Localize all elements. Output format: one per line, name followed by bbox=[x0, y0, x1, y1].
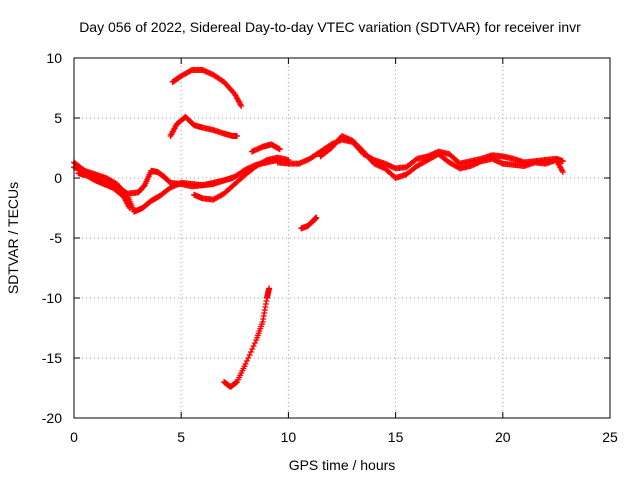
data-point bbox=[126, 205, 133, 211]
y-axis-label: SDTVAR / TECUs bbox=[5, 182, 21, 294]
data-point bbox=[349, 137, 356, 144]
x-tick-label: 10 bbox=[281, 429, 297, 445]
data-point bbox=[262, 157, 269, 164]
chart-title: Day 056 of 2022, Sidereal Day-to-day VTE… bbox=[79, 19, 581, 35]
x-tick-label: 5 bbox=[177, 429, 185, 445]
y-tick-label: -15 bbox=[42, 350, 62, 366]
data-point bbox=[245, 355, 252, 361]
y-tick-label: 5 bbox=[54, 110, 62, 126]
data-point bbox=[243, 358, 250, 364]
x-tick-label: 20 bbox=[495, 429, 511, 445]
series-arc-7 bbox=[248, 141, 283, 155]
plot-border bbox=[73, 57, 611, 419]
x-tick-label: 25 bbox=[602, 429, 618, 445]
data-point bbox=[313, 214, 320, 221]
data-point bbox=[238, 103, 245, 109]
data-point bbox=[559, 158, 566, 165]
series-arc-3 bbox=[75, 170, 133, 211]
data-point bbox=[353, 141, 360, 148]
y-tick-label: 0 bbox=[54, 170, 62, 186]
series-arc-5 bbox=[169, 67, 245, 109]
data-point bbox=[356, 144, 363, 151]
series-arc-11 bbox=[317, 133, 566, 181]
data-point bbox=[249, 346, 256, 352]
data-point bbox=[233, 133, 240, 139]
y-tick-label: -10 bbox=[42, 290, 62, 306]
data-points bbox=[71, 67, 566, 390]
data-point bbox=[246, 352, 253, 358]
data-point bbox=[276, 146, 283, 153]
y-tick-label: 10 bbox=[46, 50, 62, 66]
series-arc-6 bbox=[191, 154, 292, 203]
axes: 0 5 10 15 20 25 -20 -15 -10 -5 0 5 10 bbox=[42, 50, 618, 445]
data-point bbox=[187, 67, 194, 74]
y-tick-label: -5 bbox=[50, 230, 63, 246]
grid bbox=[74, 58, 610, 418]
data-point bbox=[266, 285, 273, 292]
series-arc-8 bbox=[221, 285, 273, 390]
data-point bbox=[250, 343, 257, 349]
data-point bbox=[251, 340, 258, 346]
x-tick-label: 0 bbox=[70, 429, 78, 445]
x-axis-label: GPS time / hours bbox=[289, 457, 396, 473]
data-point bbox=[242, 361, 249, 367]
data-point bbox=[559, 169, 566, 175]
data-point bbox=[247, 349, 254, 355]
series-arc-4 bbox=[167, 113, 240, 139]
y-tick-label: -20 bbox=[42, 410, 62, 426]
series-arc-9 bbox=[298, 214, 320, 232]
x-tick-label: 15 bbox=[388, 429, 404, 445]
